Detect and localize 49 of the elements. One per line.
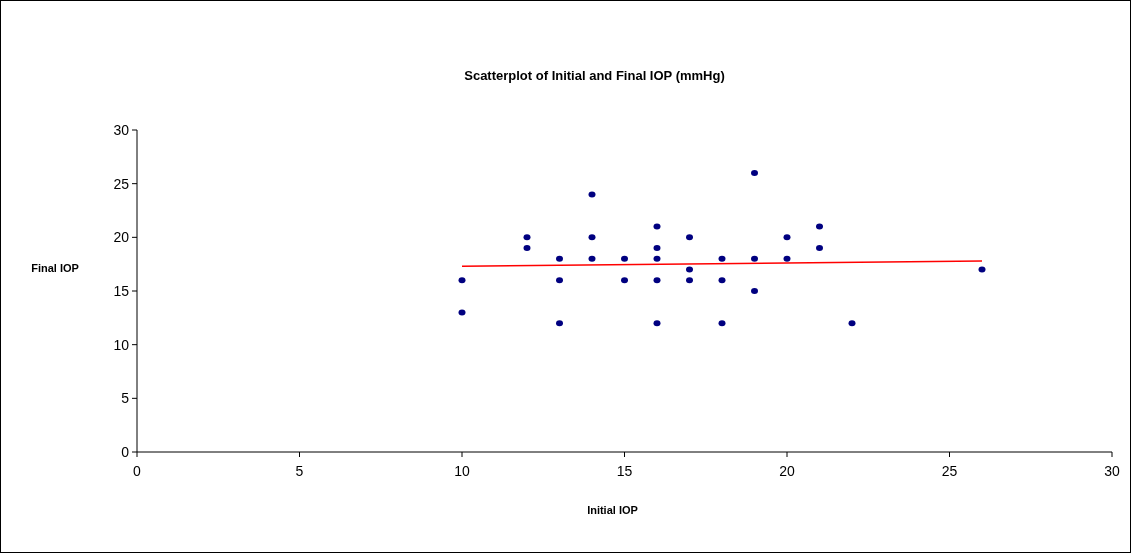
point [816, 223, 823, 230]
point [523, 234, 531, 241]
point [816, 245, 823, 252]
point [588, 191, 596, 198]
point [751, 169, 758, 176]
y-axis-title: Final IOP [31, 262, 79, 274]
point [556, 320, 563, 327]
x-axis-title: Initial IOP [587, 504, 638, 516]
x-tick-label: 30 [1104, 463, 1120, 479]
point [686, 266, 693, 273]
point [621, 277, 628, 284]
point [686, 277, 693, 284]
point [978, 266, 986, 273]
point [751, 288, 758, 294]
x-tick-label: 20 [779, 463, 795, 479]
y-tick-label: 5 [121, 390, 130, 407]
x-tick-label: 0 [133, 463, 142, 479]
x-tick-label: 25 [941, 463, 958, 479]
point [458, 309, 466, 316]
point [653, 277, 661, 284]
point [458, 277, 466, 284]
y-tick-label: 25 [113, 175, 130, 192]
point [556, 277, 563, 284]
point [653, 245, 661, 252]
x-tick-label: 10 [454, 463, 470, 479]
point [783, 255, 791, 262]
y-tick-label: 15 [113, 282, 130, 299]
x-tick-label: 15 [616, 463, 633, 479]
point [718, 320, 726, 327]
point [686, 234, 693, 241]
point [556, 255, 563, 262]
point [588, 234, 596, 241]
point [718, 255, 726, 262]
y-tick-label: 30 [113, 121, 130, 138]
point [751, 255, 758, 262]
y-tick-label: 0 [121, 443, 130, 460]
point [621, 255, 628, 262]
point [653, 255, 661, 262]
point [783, 234, 791, 241]
point [848, 320, 856, 327]
chart-title: Scatterplot of Initial and Final IOP (mmHg) [464, 68, 725, 83]
point [653, 223, 661, 230]
point [523, 245, 531, 252]
point [653, 320, 661, 327]
point [718, 277, 726, 284]
y-tick-label: 10 [113, 336, 130, 353]
point [588, 255, 596, 262]
y-tick-label: 20 [113, 229, 130, 246]
x-tick-label: 5 [295, 463, 304, 479]
